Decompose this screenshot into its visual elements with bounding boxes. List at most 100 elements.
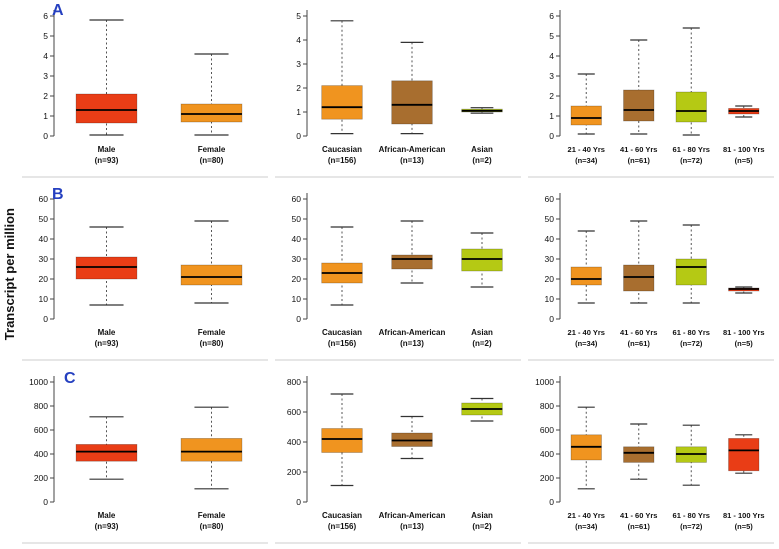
boxplot-svg-C-age: 0 200 400 600 800 1000 21 - 40 Yrs (n=34) 41 - 6… <box>528 376 774 544</box>
box <box>180 438 243 462</box>
y-tick-label: 40 <box>545 234 555 244</box>
boxplot-panel-A-race: 0 1 2 3 4 5 Caucasian (n=156) African-American (n… <box>271 0 524 183</box>
x-category-n: (n=13) <box>400 156 424 165</box>
x-category-n: (n=156) <box>328 339 357 348</box>
x-category-label: Asian <box>471 328 493 337</box>
x-category-n: (n=13) <box>400 522 424 531</box>
y-tick-label: 2 <box>43 91 48 101</box>
y-tick-label: 3 <box>549 71 554 81</box>
y-tick-label: 20 <box>292 274 302 284</box>
boxplot-svg-C-gender: 0 200 400 600 800 1000 Male (n=93) Female (n=80) <box>22 376 268 544</box>
y-tick-label: 600 <box>540 425 554 435</box>
x-category-n: (n=2) <box>472 156 492 165</box>
x-category-label: 81 - 100 Yrs <box>723 145 765 154</box>
x-category-label: 21 - 40 Yrs <box>568 511 605 520</box>
y-tick-label: 60 <box>545 194 555 204</box>
x-category-label: Male <box>98 145 116 154</box>
x-category-label: Female <box>198 145 226 154</box>
y-tick-label: 10 <box>39 294 49 304</box>
y-tick-label: 4 <box>296 35 301 45</box>
y-tick-label: 10 <box>545 294 555 304</box>
y-tick-label: 600 <box>34 425 48 435</box>
boxplot-panel-B-gender: 0 10 20 30 40 50 60 Male (n=93) Female (n=80) <box>18 183 271 366</box>
x-category-n: (n=2) <box>472 522 492 531</box>
boxplot-panel-B-age: 0 10 20 30 40 50 60 21 - 40 Yrs (n=34) 41 - 60 Yr… <box>524 183 777 366</box>
y-tick-label: 5 <box>549 31 554 41</box>
boxplot-svg-B-gender: 0 10 20 30 40 50 60 Male (n=93) Female (n=80) <box>22 193 268 361</box>
y-tick-label: 800 <box>540 401 554 411</box>
x-category-label: African-American <box>379 145 446 154</box>
y-tick-label: 0 <box>549 131 554 141</box>
y-tick-label: 6 <box>549 11 554 21</box>
box <box>75 444 138 462</box>
x-category-label: Caucasian <box>322 511 362 520</box>
x-category-label: Female <box>198 511 226 520</box>
y-tick-label: 1000 <box>29 377 48 387</box>
y-tick-label: 40 <box>39 234 49 244</box>
box <box>623 89 655 122</box>
x-category-label: 41 - 60 Yrs <box>620 511 657 520</box>
y-tick-label: 600 <box>287 407 301 417</box>
x-category-n: (n=156) <box>328 522 357 531</box>
y-tick-label: 800 <box>287 377 301 387</box>
box <box>180 103 243 123</box>
x-category-label: 21 - 40 Yrs <box>568 328 605 337</box>
y-tick-label: 0 <box>43 497 48 507</box>
box <box>180 264 243 286</box>
x-category-n: (n=61) <box>628 522 651 531</box>
y-tick-label: 400 <box>287 437 301 447</box>
boxplot-panel-A-age: 0 1 2 3 4 5 6 21 - 40 Yrs (n=34) 41 - 60 Yrs (n=61… <box>524 0 777 183</box>
y-tick-label: 0 <box>296 497 301 507</box>
box <box>321 85 363 120</box>
box <box>321 428 363 453</box>
x-category-label: 21 - 40 Yrs <box>568 145 605 154</box>
x-category-n: (n=93) <box>95 339 119 348</box>
x-category-label: Asian <box>471 145 493 154</box>
y-axis-title-text: Transcript per million <box>2 208 17 341</box>
y-tick-label: 20 <box>545 274 555 284</box>
x-category-n: (n=72) <box>680 156 703 165</box>
x-category-n: (n=2) <box>472 339 492 348</box>
x-category-n: (n=34) <box>575 522 598 531</box>
x-category-n: (n=93) <box>95 522 119 531</box>
x-category-n: (n=80) <box>200 156 224 165</box>
panel-grid: 0 1 2 3 4 5 6 Male (n=93) Female (n=80) 0 1 2 3 4 5 Cauca… <box>18 0 777 549</box>
y-tick-label: 50 <box>39 214 49 224</box>
boxplot-svg-A-race: 0 1 2 3 4 5 Caucasian (n=156) African-American (n… <box>275 10 521 178</box>
boxplot-panel-C-gender: 0 200 400 600 800 1000 Male (n=93) Female (n=80) <box>18 366 271 549</box>
x-category-n: (n=156) <box>328 156 357 165</box>
x-category-label: Asian <box>471 511 493 520</box>
x-category-label: Male <box>98 328 116 337</box>
y-tick-label: 0 <box>296 314 301 324</box>
boxplot-panel-C-age: 0 200 400 600 800 1000 21 - 40 Yrs (n=34) 41 - 6… <box>524 366 777 549</box>
row-label-a: A <box>52 2 64 19</box>
x-category-n: (n=72) <box>680 522 703 531</box>
x-category-n: (n=61) <box>628 156 651 165</box>
box <box>391 80 433 125</box>
x-category-n: (n=5) <box>735 522 754 531</box>
y-tick-label: 200 <box>287 467 301 477</box>
y-tick-label: 30 <box>292 254 302 264</box>
y-tick-label: 0 <box>43 131 48 141</box>
y-tick-label: 5 <box>43 31 48 41</box>
box <box>570 105 602 126</box>
boxplot-svg-A-age: 0 1 2 3 4 5 6 21 - 40 Yrs (n=34) 41 - 60 Yrs (n=61… <box>528 10 774 178</box>
box <box>391 254 433 270</box>
y-axis-title: Transcript per million <box>1 0 18 549</box>
x-category-n: (n=13) <box>400 339 424 348</box>
x-category-label: 41 - 60 Yrs <box>620 145 657 154</box>
box <box>461 248 503 272</box>
x-category-n: (n=34) <box>575 339 598 348</box>
y-tick-label: 40 <box>292 234 302 244</box>
y-tick-label: 30 <box>545 254 555 264</box>
x-category-n: (n=61) <box>628 339 651 348</box>
y-tick-label: 60 <box>39 194 49 204</box>
row-label-b: B <box>52 186 64 203</box>
y-tick-label: 1000 <box>535 377 554 387</box>
x-category-label: 61 - 80 Yrs <box>673 511 710 520</box>
y-tick-label: 5 <box>296 11 301 21</box>
y-tick-label: 200 <box>34 473 48 483</box>
x-category-label: 61 - 80 Yrs <box>673 145 710 154</box>
row-label-c: C <box>64 370 76 387</box>
x-category-label: 41 - 60 Yrs <box>620 328 657 337</box>
